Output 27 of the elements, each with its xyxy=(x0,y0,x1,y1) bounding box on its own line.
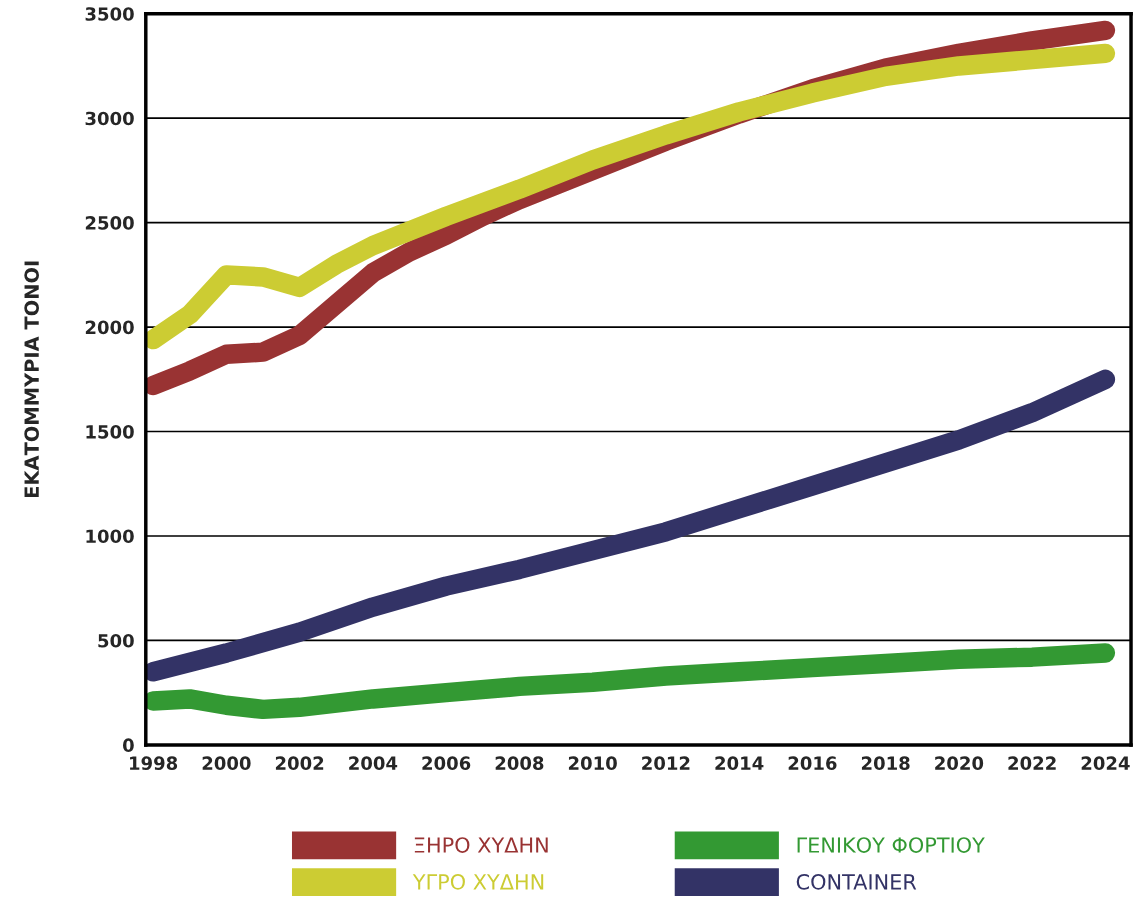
x-tick-label: 2008 xyxy=(495,756,544,770)
y-tick-label: 0 xyxy=(122,738,134,753)
x-tick-label: 2020 xyxy=(935,756,984,770)
y-tick-label: 2000 xyxy=(85,320,134,335)
y-tick-label: 3000 xyxy=(85,111,134,126)
text: ΞΗΡΟ ΧΥΔΗΝ xyxy=(414,837,548,853)
text: ΓΕΝΙΚΟΥ ΦΟΡΤΙΟΥ xyxy=(797,837,985,853)
text: CONTAINER xyxy=(796,873,917,890)
y-tick-label: 500 xyxy=(98,633,134,648)
x-tick-label: 1998 xyxy=(130,756,178,770)
x-tick-label: 2002 xyxy=(275,756,324,770)
text: ΥΓΡΟ ΧΥΔΗΝ xyxy=(412,873,544,890)
x-tick-label: 2010 xyxy=(568,756,617,770)
x-tick-label: 2006 xyxy=(422,756,471,770)
y-axis-title: ΕΚΑΤΟΜΜΥΡΙΑ ΤΟΝΟΙ xyxy=(24,261,39,498)
x-tick-label: 2018 xyxy=(861,756,910,770)
x-tick-label: 2012 xyxy=(642,756,690,770)
x-tick-label: 2014 xyxy=(715,756,764,770)
x-tick-label: 2024 xyxy=(1081,756,1130,770)
y-tick-label: 1000 xyxy=(86,529,134,544)
y-tick-label: 2500 xyxy=(85,216,134,230)
x-tick-label: 2000 xyxy=(202,756,251,770)
x-tick-label: 2004 xyxy=(349,756,398,770)
y-tick-label: 3500 xyxy=(85,7,134,21)
x-tick-label: 2022 xyxy=(1008,756,1056,770)
x-tick-label: 2016 xyxy=(788,756,837,770)
y-tick-label: 1500 xyxy=(86,425,134,439)
